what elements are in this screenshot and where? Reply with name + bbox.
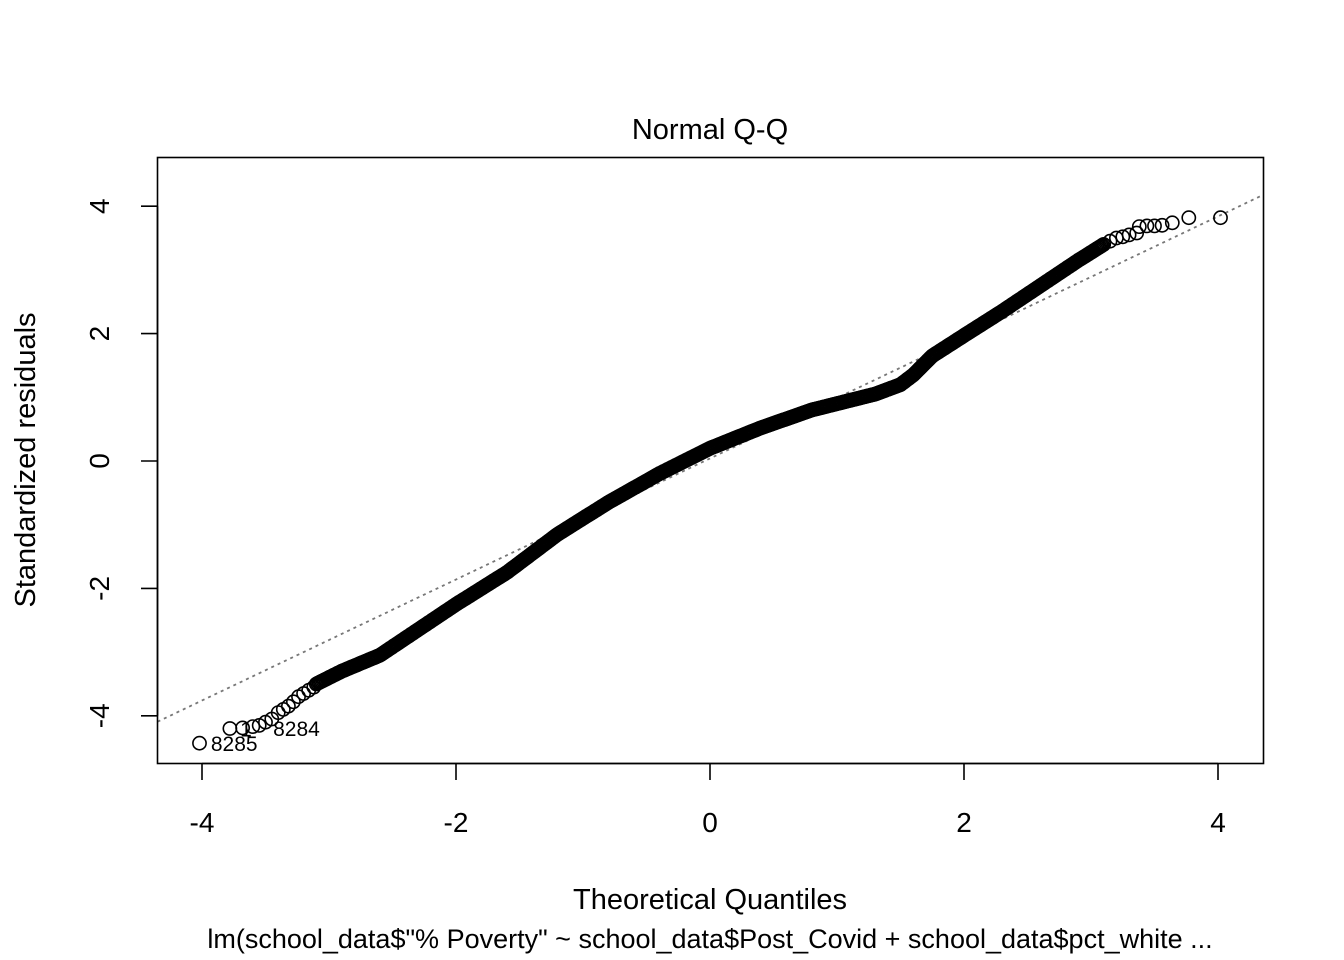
x-tick-label: -4 (190, 807, 215, 838)
data-point (1147, 218, 1162, 234)
point-label: 8284 (273, 718, 320, 741)
data-point (235, 720, 250, 736)
reference-line (157, 194, 1263, 723)
y-tick-label: -2 (84, 576, 115, 601)
data-point (1129, 225, 1145, 241)
reference-line-layer (157, 194, 1263, 723)
y-axis-label: Standardized residuals (10, 312, 42, 607)
data-point (285, 694, 301, 710)
data-point (1181, 210, 1197, 226)
chart-title: Normal Q-Q (632, 114, 788, 146)
y-tick-label: 2 (84, 326, 115, 342)
x-tick-label: 4 (1210, 807, 1226, 838)
y-tick-label: 0 (84, 453, 115, 469)
data-point (192, 735, 207, 751)
x-tick-label: -2 (444, 807, 469, 838)
points-layer (192, 210, 1228, 751)
x-tick-label: 0 (702, 807, 718, 838)
data-point (280, 698, 296, 714)
y-tick-label: -4 (84, 703, 115, 728)
x-axis: -4 -2 0 2 4 (190, 762, 1226, 838)
data-point (1154, 217, 1170, 233)
x-axis-label: Theoretical Quantiles (573, 884, 847, 916)
data-point (306, 679, 322, 695)
data-point (1115, 229, 1131, 245)
data-point (1139, 218, 1155, 234)
data-point (1213, 210, 1228, 226)
data-point (1131, 219, 1147, 234)
x-tick-label: 2 (956, 807, 972, 838)
model-subtitle: lm(school_data$"% Poverty" ~ school_data… (207, 924, 1212, 954)
point-label: 1 (240, 719, 252, 742)
y-axis: -4 -2 0 2 4 (84, 198, 159, 728)
data-point (1164, 215, 1180, 231)
point-label: 8285 (211, 733, 258, 756)
y-tick-label: 4 (84, 198, 115, 214)
data-point (1121, 227, 1137, 243)
data-point (245, 719, 261, 734)
